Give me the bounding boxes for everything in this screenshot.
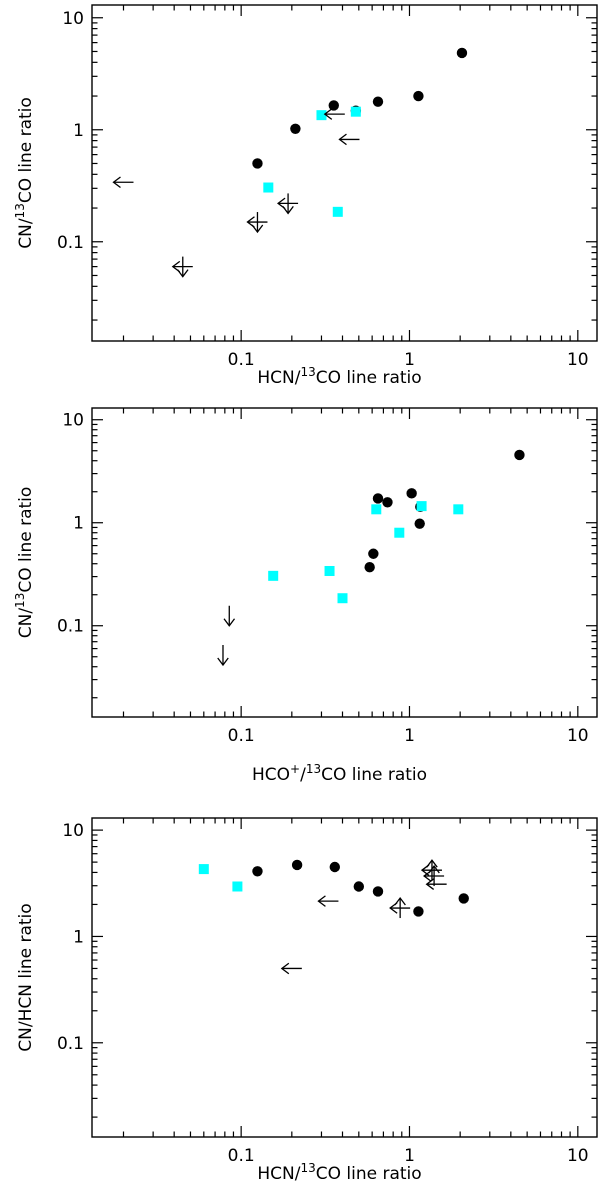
- series-squares: [268, 501, 464, 604]
- data-point-circle: [353, 881, 365, 892]
- data-point-square: [198, 864, 209, 875]
- limit-arrow: [223, 605, 236, 627]
- y-tick-label: 10: [62, 821, 84, 841]
- series-squares: [198, 864, 243, 892]
- data-point-circle: [328, 100, 339, 111]
- limit-arrow: [246, 212, 268, 234]
- x-tick-label: 10: [567, 726, 589, 746]
- x-tick-label: 1: [404, 726, 415, 746]
- plot-frame: [91, 407, 598, 718]
- x-tick-label: 1: [404, 350, 415, 370]
- data-point-circle: [252, 158, 263, 169]
- plot-frame: [91, 4, 598, 342]
- data-point-square: [316, 110, 327, 121]
- data-point-circle: [252, 866, 263, 877]
- series-circles: [364, 449, 525, 573]
- panel-3: 0.1 1 10 0.1 1 10 HCN/13CO line ratio CN/HCN li…: [16, 817, 598, 1184]
- y-axis-label: CN/HCN line ratio: [16, 903, 36, 1051]
- axis-ticks: [92, 818, 597, 1137]
- y-tick-label: 0.1: [57, 1034, 84, 1054]
- plot-frame: [91, 817, 598, 1138]
- data-point-circle: [413, 906, 424, 917]
- data-point-square: [324, 565, 335, 576]
- data-point-circle: [329, 861, 340, 873]
- data-point-circle: [413, 90, 424, 102]
- data-point-circle: [372, 96, 384, 107]
- limit-arrow: [112, 176, 134, 189]
- data-point-circle: [456, 47, 468, 59]
- data-point-square: [453, 504, 464, 515]
- data-point-square: [337, 593, 348, 604]
- y-tick-label: 0.1: [57, 233, 84, 253]
- x-tick-label: 0.1: [228, 1146, 255, 1166]
- data-point-circle: [458, 893, 469, 904]
- series-lower-limits: [280, 859, 447, 975]
- limit-arrow: [276, 193, 299, 215]
- data-point-circle: [291, 859, 303, 871]
- series-circles: [252, 859, 469, 917]
- y-tick-label: 1: [73, 121, 84, 141]
- data-point-circle: [372, 493, 384, 504]
- y-tick-label: 1: [73, 927, 84, 947]
- y-axis-label: CN/13CO line ratio: [13, 97, 36, 249]
- limit-arrow: [217, 644, 229, 667]
- limit-arrow: [317, 895, 339, 907]
- limit-arrow: [323, 108, 345, 120]
- data-point-circle: [368, 548, 379, 559]
- x-axis-label: HCN/13CO line ratio: [257, 1161, 421, 1184]
- series-upper-limits: [112, 108, 360, 278]
- data-point-square: [371, 504, 382, 515]
- series-squares: [263, 106, 361, 217]
- axis-ticks: [92, 5, 597, 341]
- data-point-circle: [382, 497, 393, 508]
- data-point-square: [350, 106, 361, 117]
- x-tick-label: 1: [404, 1146, 415, 1166]
- x-tick-label: 10: [567, 1146, 589, 1166]
- limit-arrow: [280, 962, 302, 975]
- x-tick-label: 0.1: [228, 726, 255, 746]
- data-point-square: [394, 527, 405, 538]
- data-point-circle: [514, 449, 525, 461]
- panel-2: 0.1 1 10 0.1 1 10 HCO+/13CO line ratio CN/13CO …: [13, 407, 598, 785]
- data-point-square: [263, 182, 274, 193]
- x-axis-label: HCN/13CO line ratio: [257, 365, 421, 388]
- series-circles: [252, 47, 468, 169]
- limit-arrow: [423, 864, 445, 887]
- y-tick-label: 10: [62, 411, 84, 431]
- limit-arrow: [171, 256, 193, 278]
- limit-arrow: [389, 896, 411, 919]
- data-point-square: [416, 501, 427, 512]
- data-point-circle: [414, 518, 425, 529]
- x-tick-label: 0.1: [228, 350, 255, 370]
- limit-arrow: [338, 133, 360, 146]
- x-axis-label: HCO+/13CO line ratio: [252, 762, 427, 785]
- panel-1: 0.1 1 10 0.1 1 10 HCN/13CO line ratio CN/13CO l…: [13, 4, 598, 388]
- data-point-square: [332, 206, 343, 217]
- x-tick-label: 10: [567, 350, 589, 370]
- data-point-circle: [364, 562, 375, 573]
- y-tick-label: 10: [62, 9, 84, 29]
- series-upper-limits: [217, 605, 236, 667]
- axis-ticks: [92, 408, 597, 717]
- data-point-circle: [372, 886, 384, 897]
- y-tick-label: 0.1: [57, 617, 84, 637]
- limit-arrow: [425, 878, 447, 890]
- y-axis-label: CN/13CO line ratio: [13, 487, 36, 639]
- data-point-circle: [406, 488, 417, 499]
- data-point-square: [232, 881, 243, 892]
- y-tick-label: 1: [73, 514, 84, 534]
- data-point-circle: [290, 123, 301, 134]
- data-point-square: [268, 570, 279, 581]
